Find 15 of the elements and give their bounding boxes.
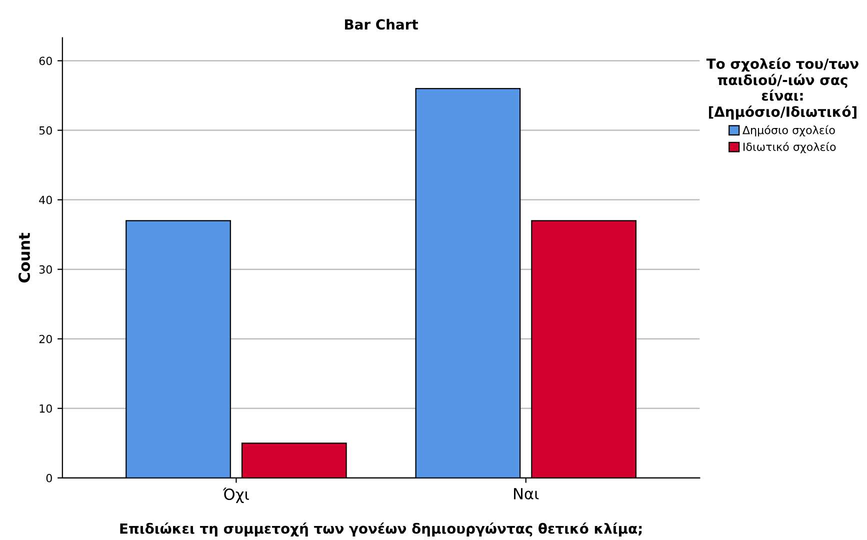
y-tick-label: 10 bbox=[40, 404, 52, 413]
y-tick-label: 30 bbox=[39, 265, 52, 274]
y-tick-label: 20 bbox=[39, 334, 52, 344]
chart-title: Bar Chart bbox=[345, 18, 418, 30]
x-axis-title: Επιδιώκει τη συμμετοχή των γονέων δημιουργώντας θετικό κλίμα; bbox=[120, 522, 642, 536]
y-tick-label: 60 bbox=[39, 56, 52, 66]
legend-title: Το σχολείο του/των παιδιού/-ιών σας είναι: [Δημόσιο/Ιδιωτικό] bbox=[706, 58, 858, 120]
y-tick-label: 50 bbox=[39, 126, 52, 135]
y-axis-title: Count bbox=[18, 232, 30, 282]
legend-label: Δημόσιο σχολείο bbox=[742, 125, 835, 136]
legend-label: Ιδιωτικό σχολείο bbox=[744, 142, 836, 154]
y-tick-label: 40 bbox=[39, 196, 52, 204]
x-tick-label: Όχι bbox=[222, 488, 249, 504]
x-tick-label: Ναι bbox=[514, 488, 539, 500]
y-tick-label: 0 bbox=[46, 474, 52, 482]
